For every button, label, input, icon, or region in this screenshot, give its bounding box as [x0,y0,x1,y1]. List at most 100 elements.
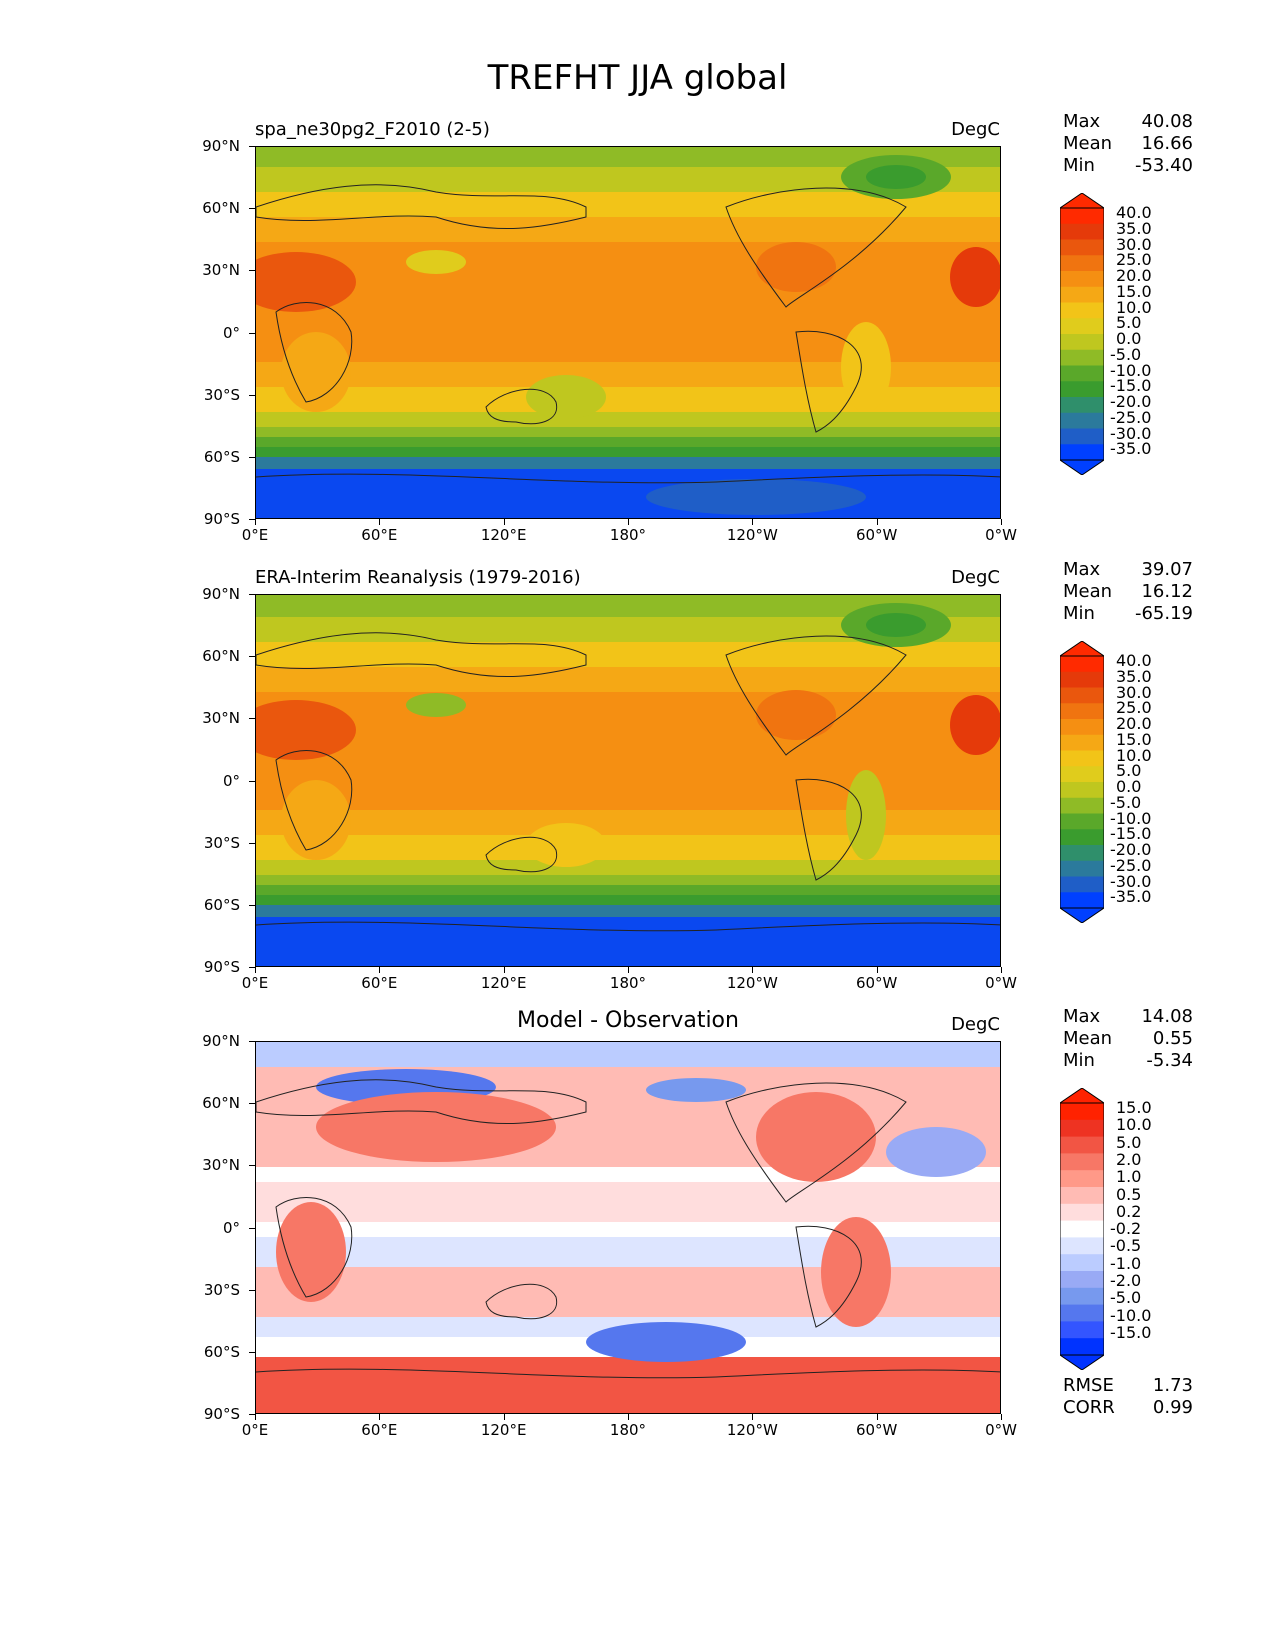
lon-tick-label: 120°W [726,974,778,992]
colorbar-level-label: 0.5 [1116,1184,1142,1204]
stats-mean: 16.12 [1141,581,1193,602]
lat-tick-label: 60°S [203,447,240,466]
colorbar-band [1060,1153,1104,1171]
panel-subtitle: spa_ne30pg2_F2010 (2-5) [255,119,490,140]
colorbar-level-label: -0.2 [1110,1219,1142,1239]
colorbar-level-label: 15.0 [1116,281,1152,301]
lon-tick [628,519,629,525]
lon-tick [876,1414,878,1420]
colorbar-level-label: -1.0 [1110,1253,1142,1273]
colorbar-level-label: -10.0 [1110,360,1152,380]
lat-tick-label: 0° [222,771,240,790]
stats-min-label: Min [1063,1050,1095,1071]
colorbar-band [1060,813,1104,830]
lon-tick [628,967,629,973]
lat-tick-label: 30°N [202,709,240,728]
rmse-label: RMSE [1063,1375,1114,1396]
lon-tick [255,967,256,973]
stats-max-label: Max [1063,111,1101,132]
colorbar-diff [1060,1088,1104,1370]
colorbar-band [1060,302,1104,319]
colorbar-band [1060,656,1104,673]
lon-tick-label: 180° [609,526,647,544]
corr-value: 0.99 [1152,1397,1193,1418]
colorbar-band [1060,734,1104,751]
stats-max: 40.08 [1141,111,1193,132]
colorbar-band [1060,671,1104,688]
colorbar-level-label: -35.0 [1110,887,1152,907]
colorbar-level-label: 15.0 [1116,1098,1152,1117]
colorbar-level-label: -20.0 [1110,392,1152,411]
stats-min: -53.40 [1134,155,1193,176]
lat-tick [249,519,255,520]
colorbar-band [1060,365,1104,382]
map-field-model [256,147,1000,518]
colorbar-band [1060,397,1104,414]
colorbar-level-label: -15.0 [1110,824,1152,844]
lat-tick [249,208,255,210]
map-field-diff [256,1042,1000,1413]
panel-units: DegC [951,567,1000,588]
lon-tick-label: 60°W [855,974,898,992]
lat-tick [249,718,255,720]
lon-tick [876,967,878,973]
colorbar-abs [1060,641,1104,923]
colorbar-level-label: -10.0 [1110,1305,1152,1325]
lon-tick-label: 0°W [985,1421,1017,1439]
lat-tick-label: 60°N [202,1094,240,1113]
lon-tick [379,1414,381,1420]
colorbar-band [1060,1203,1104,1222]
lon-tick [752,967,754,973]
colorbar-band [1060,412,1104,429]
stats-max: 39.07 [1141,559,1193,580]
colorbar-band [1060,687,1104,704]
colorbar-band [1060,892,1104,909]
colorbar-level-label: -15.0 [1110,376,1152,396]
lat-tick-label: 30°S [203,833,240,852]
lon-tick-label: 180° [609,974,647,992]
colorbar-level-label: 5.0 [1116,1132,1142,1152]
colorbar-band [1060,703,1104,720]
lon-tick [752,1414,754,1420]
lon-tick [752,519,754,525]
panel-subtitle: ERA-Interim Reanalysis (1979-2016) [255,567,581,588]
lon-tick-label: 120°E [480,1421,527,1439]
lat-tick-label: 60°S [203,1342,240,1361]
colorbar-band [1060,208,1104,225]
panel-subtitle: Model - Observation [517,1008,739,1033]
stats-block: Max 14.08 Mean 0.55 Min -5.34 [1063,1006,1193,1072]
lat-tick-label: 90°S [203,1405,240,1423]
colorbar-band [1060,271,1104,288]
lat-tick [249,904,255,906]
lat-tick [249,594,255,595]
colorbar-band [1060,860,1104,877]
colorbar-level-label: 15.0 [1116,729,1152,749]
panel-obs: ERA-Interim Reanalysis (1979-2016) DegC [0,559,1275,1023]
lon-tick [503,967,505,973]
map-obs [255,594,1001,967]
lat-tick [249,332,255,334]
lat-tick [249,270,255,272]
colorbar-band [1060,1103,1104,1121]
colorbar-band [1060,1187,1104,1205]
lat-tick [249,780,255,782]
colorbar-band [1060,1287,1104,1306]
colorbar-band [1060,719,1104,736]
colorbar-band [1060,1321,1104,1339]
rmse-value: 1.73 [1152,1375,1193,1396]
colorbar-level-label: -5.0 [1110,344,1142,364]
lon-tick-label: 0°E [241,974,269,992]
colorbar-level-label: 20.0 [1116,714,1152,733]
colorbar-band [1060,1237,1104,1255]
lon-tick [379,967,381,973]
stats-mean-label: Mean [1063,133,1113,154]
map-model [255,146,1001,519]
map-diff [255,1041,1001,1414]
colorbar-band [1060,1304,1104,1322]
lat-tick-label: 0° [222,1218,240,1237]
stats-mean-label: Mean [1063,1028,1113,1049]
colorbar-abs [1060,193,1104,475]
stats-mean: 16.66 [1141,133,1193,154]
colorbar-level-label: 25.0 [1116,250,1152,270]
colorbar-band [1060,255,1104,272]
